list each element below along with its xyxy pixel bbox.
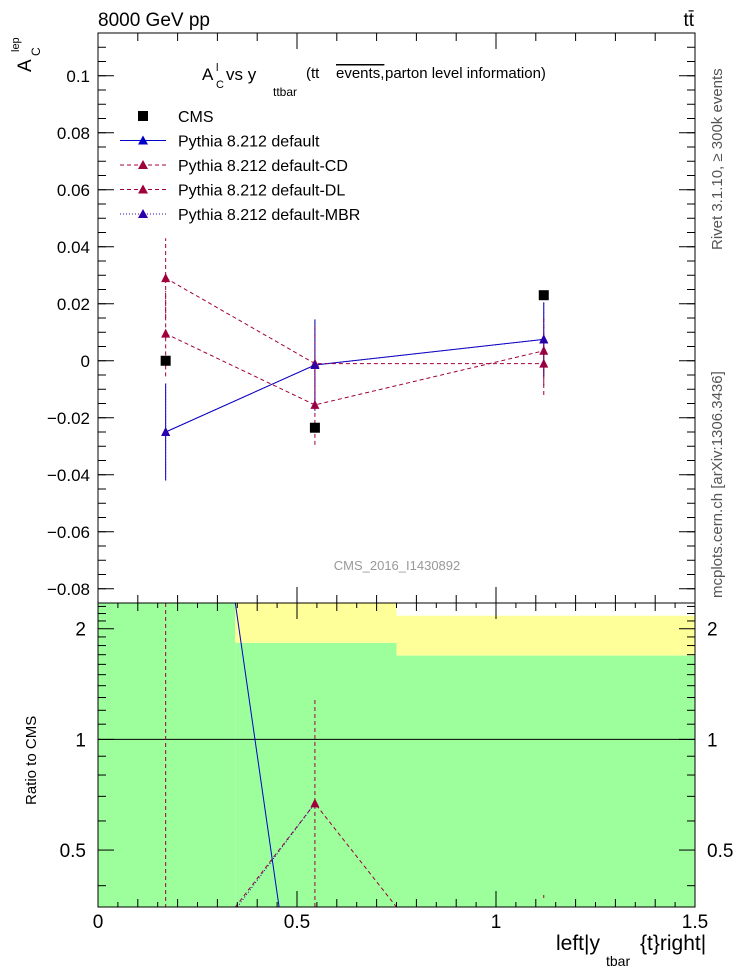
xlabel-end: {t}right| bbox=[640, 932, 706, 955]
ratio-lines bbox=[98, 602, 695, 908]
legend: CMS Pythia 8.212 default Pythia 8.212 defa… bbox=[120, 109, 360, 224]
process-label: tt̄ bbox=[683, 10, 694, 31]
ytick-label: 0.08 bbox=[57, 124, 90, 143]
ylabel-sub: C bbox=[29, 47, 43, 56]
ratio-line-default bbox=[234, 602, 280, 908]
title-sub: C bbox=[216, 79, 224, 91]
series-line bbox=[165, 338, 544, 433]
band-yellow bbox=[396, 615, 695, 656]
legend-label: CMS bbox=[178, 109, 214, 126]
main-yticks: −0.08 −0.06 −0.04 −0.02 0 0.02 0.04 0.06 0.08 0.1 bbox=[47, 46, 695, 599]
ratio-xticks: 0 0.5 1 1.5 bbox=[93, 603, 708, 933]
ytick-label: 0.1 bbox=[66, 67, 90, 86]
ratio-ytick-label-right: 2 bbox=[707, 620, 718, 641]
legend-label: Pythia 8.212 default bbox=[178, 134, 320, 151]
plot-title: A l C vs y ttbar (tt events, parton leve… bbox=[202, 62, 546, 99]
ratio-marker bbox=[310, 798, 320, 808]
side-label-top: Rivet 3.1.10, ≥ 300k events bbox=[709, 68, 726, 250]
ratio-bands bbox=[98, 603, 695, 907]
ytick-label: −0.08 bbox=[47, 580, 90, 599]
ratio-ytick-label: 1 bbox=[75, 730, 86, 751]
cms-point bbox=[538, 290, 549, 301]
main-xticks bbox=[97, 33, 696, 603]
ytick-label: 0 bbox=[81, 352, 90, 371]
title-overline: events, bbox=[336, 65, 384, 82]
series-marker bbox=[161, 328, 171, 338]
band-yellow bbox=[235, 603, 397, 643]
legend-label: Pythia 8.212 default-DL bbox=[178, 183, 345, 200]
title-tail: (tt bbox=[306, 65, 320, 82]
ratio-line-mbr bbox=[236, 803, 316, 908]
legend-marker bbox=[138, 209, 148, 218]
legend-marker bbox=[138, 160, 148, 169]
legend-marker bbox=[138, 184, 148, 194]
series-marker bbox=[161, 427, 171, 436]
series-line bbox=[165, 338, 544, 433]
ratio-xtick-label: 1 bbox=[491, 912, 502, 933]
legend-label: Pythia 8.212 default-CD bbox=[178, 158, 348, 175]
ytick-label: −0.02 bbox=[47, 409, 90, 428]
band-green bbox=[98, 603, 236, 907]
watermark: CMS_2016_I1430892 bbox=[334, 558, 461, 573]
ratio-panel: 0.5 0.5 1 1 2 2 0 0.5 1 1.5 Ratio to CMS left|y … bbox=[23, 602, 733, 969]
title-rest: vs y bbox=[226, 65, 257, 84]
title-main: A bbox=[202, 65, 214, 84]
series-marker bbox=[310, 360, 320, 370]
series-line bbox=[165, 333, 544, 406]
band-green bbox=[235, 642, 397, 907]
cms-point bbox=[160, 355, 171, 366]
ratio-xtick-label: 0.5 bbox=[284, 912, 310, 933]
series-marker bbox=[539, 334, 549, 344]
main-series bbox=[160, 238, 549, 481]
ratio-xtick-label: 1.5 bbox=[682, 912, 708, 933]
cms-point bbox=[309, 422, 320, 433]
ytick-label: 0.04 bbox=[57, 238, 90, 257]
xlabel-sub: tbar bbox=[606, 953, 630, 969]
ytick-label: 0.02 bbox=[57, 295, 90, 314]
main-ylabel: A lep C bbox=[10, 37, 43, 72]
ytick-label: 0.06 bbox=[57, 181, 90, 200]
ratio-ytick-label-right: 0.5 bbox=[707, 841, 733, 862]
ratio-yticks: 0.5 0.5 1 1 2 2 bbox=[60, 605, 733, 887]
legend-marker-cms bbox=[138, 111, 148, 121]
ylabel-main: A bbox=[15, 59, 36, 72]
side-label-bottom: mcplots.cern.ch [arXiv:1306.3436] bbox=[709, 371, 726, 598]
main-panel: −0.08 −0.06 −0.04 −0.02 0 0.02 0.04 0.06 0.08 0.1… bbox=[10, 32, 696, 604]
ratio-ytick-label: 2 bbox=[75, 620, 86, 641]
ratio-line-cd bbox=[234, 802, 397, 908]
title-rest-sub: ttbar bbox=[273, 85, 297, 99]
ratio-xtick-label: 0 bbox=[93, 912, 104, 933]
series-marker bbox=[161, 273, 171, 283]
legend-marker bbox=[138, 135, 148, 145]
band-green bbox=[396, 655, 695, 907]
ratio-xlabel: left|y tbar {t}right| bbox=[556, 932, 706, 969]
series-line bbox=[165, 277, 544, 365]
ytick-label: −0.06 bbox=[47, 523, 90, 542]
title-sup: l bbox=[216, 62, 218, 74]
ratio-ylabel: Ratio to CMS bbox=[23, 716, 40, 805]
xlabel-main: left|y bbox=[556, 932, 600, 955]
energy-label: 8000 GeV pp bbox=[98, 10, 210, 31]
series-marker bbox=[539, 358, 549, 368]
legend-label: Pythia 8.212 default-MBR bbox=[178, 207, 360, 224]
ratio-ytick-label-right: 1 bbox=[707, 730, 718, 751]
ylabel-sup: lep bbox=[10, 37, 22, 52]
title-end: parton level information) bbox=[385, 65, 546, 82]
ratio-ytick-label: 0.5 bbox=[60, 841, 86, 862]
ytick-label: −0.04 bbox=[47, 466, 90, 485]
